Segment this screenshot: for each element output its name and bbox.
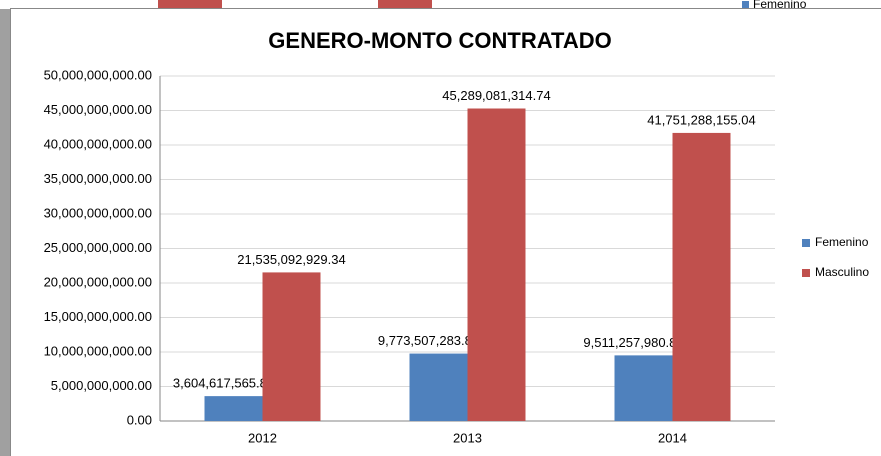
y-tick-label: 10,000,000,000.00	[44, 343, 152, 358]
y-tick-label: 40,000,000,000.00	[44, 136, 152, 151]
bar	[467, 108, 526, 421]
background-bar	[158, 0, 222, 9]
value-label: 45,289,081,314.74	[442, 88, 550, 103]
legend-label: Femenino	[815, 235, 869, 249]
legend-swatch	[802, 239, 810, 247]
background-legend-label: Femenino	[753, 0, 807, 11]
background-bar	[378, 0, 432, 9]
y-tick-label: 25,000,000,000.00	[44, 240, 152, 255]
window-edge	[0, 9, 10, 456]
y-tick-label: 20,000,000,000.00	[44, 274, 152, 289]
value-label: 9,773,507,283.80	[378, 333, 479, 348]
y-tick-label: 35,000,000,000.00	[44, 171, 152, 186]
y-tick-label: 15,000,000,000.00	[44, 309, 152, 324]
background-chart	[0, 0, 881, 9]
legend-label: Masculino	[815, 265, 869, 279]
value-label: 3,604,617,565.86	[173, 376, 274, 391]
x-tick-label: 2012	[248, 430, 277, 445]
y-tick-label: 0.00	[127, 412, 152, 427]
value-label: 9,511,257,980.87	[583, 335, 683, 350]
y-tick-label: 5,000,000,000.00	[51, 378, 152, 393]
background-legend-swatch	[742, 1, 749, 8]
bar	[262, 272, 321, 421]
value-label: 21,535,092,929.34	[237, 252, 345, 267]
value-label: 41,751,288,155.04	[647, 112, 755, 127]
y-tick-label: 50,000,000,000.00	[44, 67, 152, 82]
bar	[204, 396, 263, 421]
chart-title: GENERO-MONTO CONTRATADO	[268, 28, 611, 53]
x-tick-label: 2013	[453, 430, 482, 445]
bar	[614, 355, 673, 421]
x-tick-label: 2014	[658, 430, 687, 445]
bar	[672, 132, 731, 421]
bar	[409, 353, 468, 421]
legend-swatch	[802, 269, 810, 277]
y-tick-label: 45,000,000,000.00	[44, 102, 152, 117]
y-tick-label: 30,000,000,000.00	[44, 205, 152, 220]
